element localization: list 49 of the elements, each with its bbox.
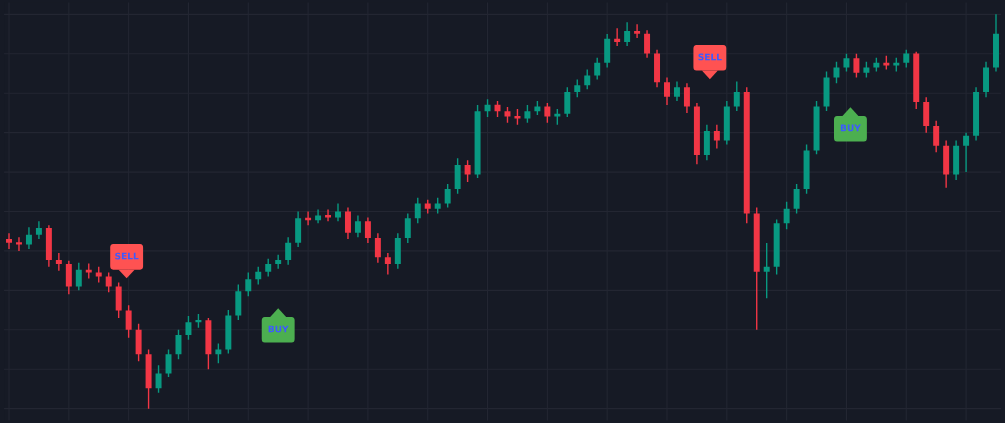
candlestick [6,232,12,250]
candlestick [165,348,172,378]
candlestick [713,124,720,150]
candlestick [275,254,282,270]
annotation: BUY [268,325,289,333]
candlestick [414,197,421,225]
candlestick [933,120,940,154]
candlestick [614,27,621,47]
candlestick [683,82,690,114]
candlestick [634,23,641,39]
candlestick [374,232,381,264]
candlestick [673,80,680,102]
candlestick [65,260,72,295]
candlestick [285,236,292,266]
candlestick [594,57,601,81]
candlestick [564,86,571,118]
annotation: SELL [698,53,722,61]
candlestick [344,206,351,240]
candlestick [644,29,651,59]
candlestick [215,342,222,364]
candlestick [105,271,112,294]
candlestick [15,236,22,252]
candlestick [75,262,82,292]
annotation: BUY [840,124,861,132]
candlestick [444,183,451,209]
candlestick [963,131,970,173]
candlestick [354,214,361,238]
candlestick [793,183,800,215]
candlestick [763,242,770,299]
candlestick [733,80,740,112]
candlestick [624,21,631,47]
candlestick [783,200,790,230]
candlestick [185,315,192,341]
candlestick [464,159,471,183]
candlestick [364,216,371,244]
candlestick [245,271,252,297]
candlestick [55,252,62,272]
candlestick [544,102,551,124]
candlestick [155,364,162,394]
candlestick [584,68,591,90]
candlestick [853,53,860,79]
candlestick [175,329,182,361]
candlestick [125,304,132,339]
candlestick [384,252,391,276]
annotation: SELL [115,252,139,260]
candlestick [25,226,32,250]
candlestick [404,212,411,244]
candlestick [833,60,840,85]
candlestick [664,76,670,106]
